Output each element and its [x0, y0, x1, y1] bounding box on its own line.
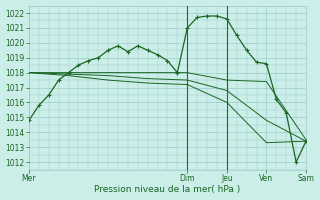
X-axis label: Pression niveau de la mer( hPa ): Pression niveau de la mer( hPa ): [94, 185, 241, 194]
